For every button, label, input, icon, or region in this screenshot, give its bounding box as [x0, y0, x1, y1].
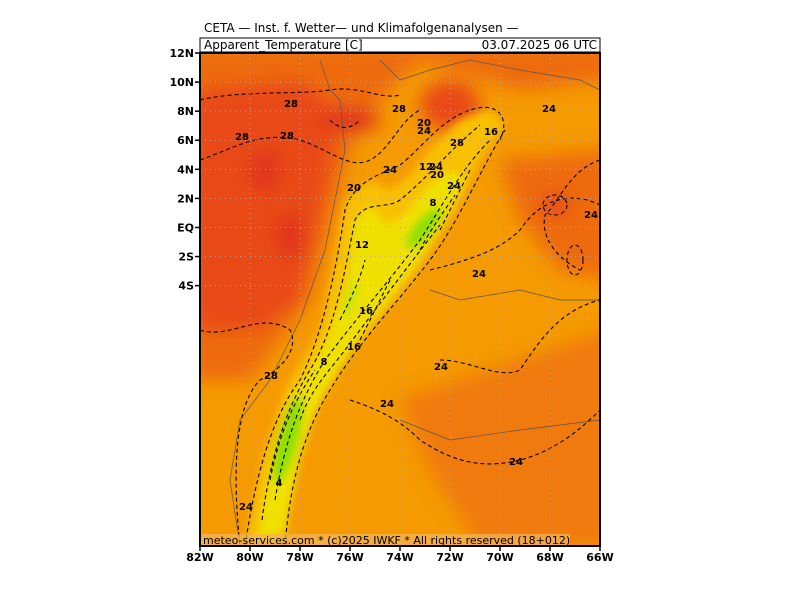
contour-label: 24 [429, 162, 443, 173]
lon-tick-label: 82W [186, 551, 213, 564]
contour-label: 20 [347, 183, 361, 194]
contour-label: 12 [355, 240, 369, 251]
contour-label: 16 [484, 127, 498, 138]
contour-label: 24 [380, 399, 394, 410]
map-title: CETA — Inst. f. Wetter— und Klimafolgena… [204, 21, 519, 35]
lat-tick-label: 2N [177, 192, 194, 205]
lon-tick-label: 70W [486, 551, 513, 564]
lon-tick-label: 80W [236, 551, 263, 564]
lat-tick-label: 8N [177, 105, 194, 118]
credit-label: meteo-services.com * (c)2025 IWKF * All … [203, 534, 570, 547]
lat-tick-label: 6N [177, 134, 194, 147]
lat-tick-label: 2S [178, 251, 194, 264]
lon-tick-label: 72W [436, 551, 463, 564]
credit-box [200, 534, 570, 546]
contour-label: 24 [434, 362, 448, 373]
graticule [200, 53, 600, 546]
contour-label: 24 [509, 457, 523, 468]
axis-ticks: 12N 10N 8N 6N 4N 2N EQ 2S 4S 82W 80W 78W 76W 74W 72W 70… [169, 47, 613, 564]
lon-tick-label: 68W [536, 551, 563, 564]
contour-label: 28 [284, 99, 298, 110]
coastlines [229, 59, 600, 546]
lat-tick-label: 10N [169, 76, 194, 89]
contour-label: 24 [542, 104, 556, 115]
lon-tick-label: 76W [336, 551, 363, 564]
contour-label: 24 [239, 502, 253, 513]
lat-tick-label: 4S [178, 280, 194, 293]
contour-label: 24 [584, 210, 598, 221]
contour-label: 28 [450, 138, 464, 149]
contour-label: 4 [276, 478, 283, 489]
contour-label: 12 [419, 162, 433, 173]
contour-label: 8 [430, 198, 437, 209]
contour-label: 20 [417, 118, 431, 129]
lat-tick-label: 12N [169, 47, 194, 60]
contour-label: 28 [235, 132, 249, 143]
lat-tick-label: 4N [177, 163, 194, 176]
lat-tick-label: EQ [177, 221, 194, 234]
contour-label: 24 [417, 126, 431, 137]
contour-label: 28 [280, 131, 294, 142]
contour-label: 24 [472, 269, 486, 280]
contour-label: 16 [347, 342, 361, 353]
contour-label: 24 [447, 181, 461, 192]
contour-label: 28 [264, 371, 278, 382]
contour-label: 8 [321, 357, 328, 368]
variable-label: Apparent_Temperature [C] [204, 38, 363, 52]
contour-label: 24 [383, 165, 397, 176]
contour-label: 16 [359, 306, 373, 317]
contour-label: 28 [392, 104, 406, 115]
lon-tick-label: 78W [286, 551, 313, 564]
contour-label: 20 [430, 170, 444, 181]
lon-tick-label: 66W [586, 551, 613, 564]
datetime-label: 03.07.2025 06 UTC [482, 38, 597, 52]
contour-lines [200, 88, 600, 546]
lon-tick-label: 74W [386, 551, 413, 564]
